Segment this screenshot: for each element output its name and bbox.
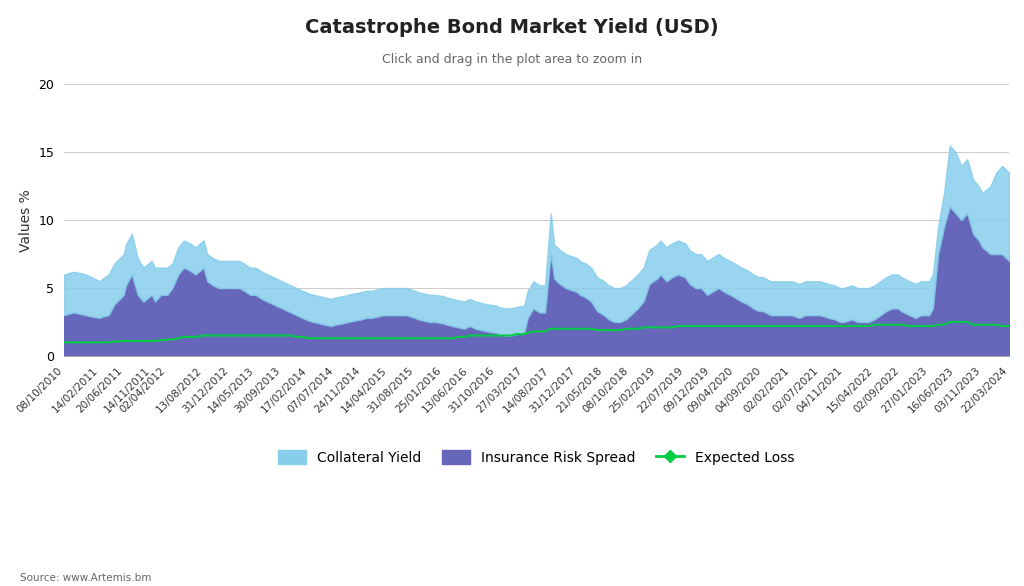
Text: Click and drag in the plot area to zoom in: Click and drag in the plot area to zoom … bbox=[382, 53, 642, 66]
Text: Catastrophe Bond Market Yield (USD): Catastrophe Bond Market Yield (USD) bbox=[305, 18, 719, 36]
Legend: Collateral Yield, Insurance Risk Spread, Expected Loss: Collateral Yield, Insurance Risk Spread,… bbox=[272, 444, 801, 470]
Text: Source: www.Artemis.bm: Source: www.Artemis.bm bbox=[20, 573, 152, 583]
Y-axis label: Values %: Values % bbox=[19, 189, 33, 251]
